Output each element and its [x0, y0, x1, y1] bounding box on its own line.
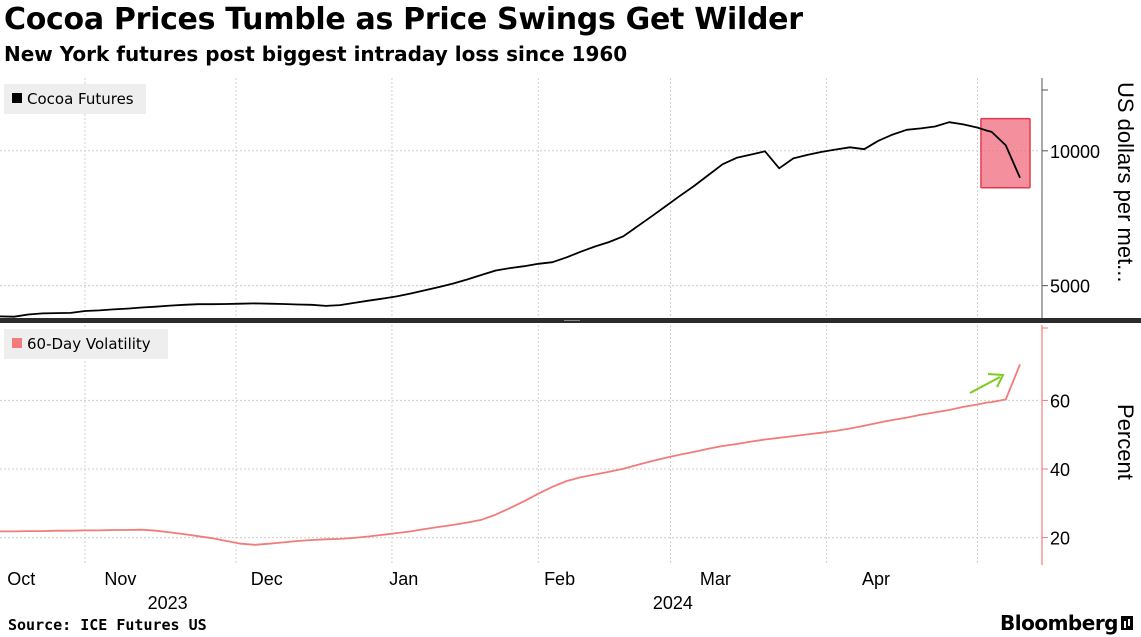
bloomberg-chart-icon	[1121, 616, 1133, 630]
x-tick-label-oct: Oct	[7, 569, 35, 589]
x-year-label-2023: 2023	[148, 593, 188, 613]
spike-arrow-icon	[969, 373, 1005, 394]
price-legend	[4, 84, 146, 114]
volatility-legend-label: 60-Day Volatility	[27, 335, 151, 353]
source-note: Source: ICE Futures US	[8, 616, 207, 634]
x-tick-label-apr: Apr	[862, 569, 890, 589]
price-panel: 5000 10000 Cocoa Futures US dollars per m…	[0, 78, 1138, 318]
x-tick-label-nov: Nov	[104, 569, 136, 589]
volatility-axis-title: Percent	[1113, 404, 1138, 480]
x-axis: Oct Nov Dec Jan Feb Mar Apr 2023 2024	[7, 569, 890, 613]
chart-subtitle: New York futures post biggest intraday l…	[4, 42, 628, 66]
brand-name: Bloomberg	[1000, 611, 1118, 635]
x-year-label-2024: 2024	[653, 593, 693, 613]
volatility-legend-swatch	[12, 338, 22, 348]
price-y-tick-label: 10000	[1050, 142, 1100, 162]
price-y-tick-label: 5000	[1050, 277, 1090, 297]
volatility-y-tick-label: 60	[1050, 391, 1070, 411]
x-tick-label-dec: Dec	[251, 569, 283, 589]
volatility-line	[0, 364, 1021, 546]
x-tick-label-jan: Jan	[389, 569, 418, 589]
volatility-panel: 20 40 60 60-Day Volatility Percent	[0, 325, 1138, 565]
x-tick-label-feb: Feb	[544, 569, 575, 589]
price-legend-swatch	[12, 93, 22, 103]
price-line	[0, 121, 1021, 318]
bloomberg-logo: Bloomberg	[1000, 611, 1133, 635]
volatility-y-tick-label: 20	[1050, 529, 1070, 549]
volatility-legend	[4, 329, 168, 359]
x-tick-label-mar: Mar	[700, 569, 731, 589]
volatility-y-tick-label: 40	[1050, 460, 1070, 480]
price-drop-highlight	[980, 117, 1031, 189]
price-axis-title: US dollars per met...	[1113, 82, 1138, 283]
price-legend-label: Cocoa Futures	[27, 90, 134, 108]
chart-title: Cocoa Prices Tumble as Price Swings Get …	[4, 2, 803, 37]
